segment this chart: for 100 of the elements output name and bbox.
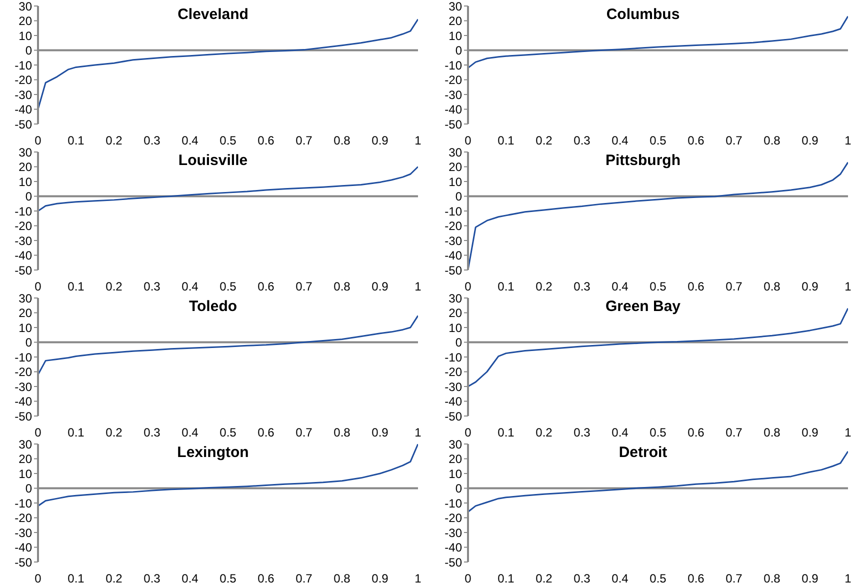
y-tick-label: 0 — [455, 336, 462, 350]
x-tick-label: 0.4 — [612, 426, 629, 440]
x-tick-label: 0.6 — [258, 134, 275, 148]
y-tick-label: -30 — [14, 526, 32, 540]
x-tick-label: 0.1 — [68, 572, 85, 584]
y-tick-label: 0 — [455, 190, 462, 204]
x-tick-label: 0.9 — [802, 280, 819, 294]
x-tick-label: 0.3 — [144, 134, 161, 148]
y-tick-label: -20 — [444, 511, 462, 526]
y-tick-label: -10 — [14, 58, 32, 72]
y-tick-label: -40 — [14, 394, 32, 409]
y-tick-label: 20 — [18, 160, 32, 174]
x-tick-label: 0.2 — [106, 572, 123, 584]
y-tick-label: 30 — [448, 145, 462, 160]
y-tick-label: 20 — [18, 306, 32, 320]
x-tick-label: 0 — [34, 134, 42, 148]
x-tick-label: 0.8 — [764, 134, 781, 148]
y-tick-label: 10 — [18, 466, 32, 481]
x-tick-label: 0.1 — [498, 134, 515, 148]
y-tick-label: -40 — [14, 102, 32, 117]
y-tick-label: -40 — [14, 248, 32, 263]
y-tick-label: 0 — [455, 482, 462, 496]
x-tick-label: 0.2 — [536, 134, 553, 148]
y-tick-label: -20 — [444, 73, 462, 88]
y-tick-label: -50 — [444, 409, 462, 424]
x-tick-label: 0.7 — [296, 134, 313, 148]
y-tick-label: 30 — [18, 0, 32, 14]
y-tick-label: -50 — [14, 555, 32, 570]
y-tick-label: -40 — [444, 394, 462, 409]
y-tick-label: 30 — [18, 291, 32, 306]
y-tick-label: 0 — [455, 44, 462, 58]
y-tick-label: -50 — [444, 555, 462, 570]
x-tick-label: 0 — [34, 572, 42, 584]
x-tick-label: 0.2 — [536, 572, 553, 584]
y-tick-label: -20 — [444, 365, 462, 380]
x-tick-label: 0.1 — [498, 280, 515, 294]
y-tick-label: 20 — [448, 306, 462, 320]
x-tick-label: 0 — [464, 572, 472, 584]
x-tick-label: 0.7 — [296, 426, 313, 440]
x-tick-label: 0.7 — [726, 572, 743, 584]
x-tick-label: 1 — [844, 426, 852, 440]
x-tick-label: 0 — [34, 280, 42, 294]
y-tick-label: -30 — [14, 234, 32, 248]
x-tick-label: 1 — [414, 426, 422, 440]
x-tick-label: 0 — [34, 426, 42, 440]
y-tick-label: 30 — [18, 145, 32, 160]
chart-title: Green Bay — [605, 298, 681, 315]
x-tick-label: 0 — [464, 134, 472, 148]
y-tick-label: -40 — [444, 248, 462, 263]
y-tick-label: -50 — [14, 263, 32, 278]
x-tick-label: 0.3 — [144, 280, 161, 294]
x-tick-label: 0.5 — [220, 134, 237, 148]
y-tick-label: -30 — [444, 526, 462, 540]
x-tick-label: 0.4 — [612, 572, 629, 584]
x-tick-label: 0.3 — [574, 280, 591, 294]
x-tick-label: 0.8 — [334, 280, 351, 294]
x-tick-label: 0.9 — [802, 426, 819, 440]
y-tick-label: -20 — [444, 219, 462, 234]
y-tick-label: 30 — [448, 291, 462, 306]
x-tick-label: 0.3 — [144, 572, 161, 584]
y-tick-label: -10 — [14, 350, 32, 364]
x-tick-label: 0.1 — [498, 572, 515, 584]
y-tick-label: -30 — [14, 380, 32, 394]
x-tick-label: 0.1 — [68, 426, 85, 440]
chart-title: Columbus — [606, 6, 680, 23]
x-tick-label: 0.1 — [68, 280, 85, 294]
x-tick-label: 0.8 — [334, 572, 351, 584]
x-tick-label: 0.6 — [688, 280, 705, 294]
y-tick-label: 20 — [18, 452, 32, 466]
x-tick-label: 0.6 — [258, 426, 275, 440]
y-tick-label: -40 — [444, 540, 462, 555]
y-tick-label: 10 — [448, 174, 462, 189]
x-tick-label: 0.5 — [650, 280, 667, 294]
x-tick-label: 0.4 — [612, 280, 629, 294]
y-tick-label: 10 — [18, 28, 32, 43]
y-tick-label: -30 — [14, 88, 32, 102]
y-tick-label: -20 — [14, 365, 32, 380]
y-tick-label: 20 — [18, 14, 32, 28]
x-tick-label: 0.3 — [574, 134, 591, 148]
x-tick-label: 0.5 — [650, 134, 667, 148]
y-tick-label: -20 — [14, 511, 32, 526]
x-tick-label: 0.2 — [106, 280, 123, 294]
y-tick-label: 10 — [18, 320, 32, 335]
x-tick-label: 0.3 — [144, 426, 161, 440]
y-tick-label: -20 — [14, 219, 32, 234]
x-tick-label: 0.3 — [574, 426, 591, 440]
x-tick-label: 1 — [844, 280, 852, 294]
y-tick-label: -50 — [444, 263, 462, 278]
x-tick-label: 1 — [414, 572, 422, 584]
x-tick-label: 0.8 — [764, 426, 781, 440]
y-tick-label: -30 — [444, 380, 462, 394]
y-tick-label: -50 — [14, 117, 32, 132]
x-tick-label: 1 — [414, 280, 422, 294]
x-tick-label: 0.9 — [372, 426, 389, 440]
y-tick-label: 30 — [448, 0, 462, 14]
x-tick-label: 0.5 — [220, 426, 237, 440]
x-tick-label: 0.6 — [688, 134, 705, 148]
x-tick-label: 0.9 — [372, 280, 389, 294]
y-tick-label: 20 — [448, 452, 462, 466]
x-tick-label: 0.6 — [688, 426, 705, 440]
